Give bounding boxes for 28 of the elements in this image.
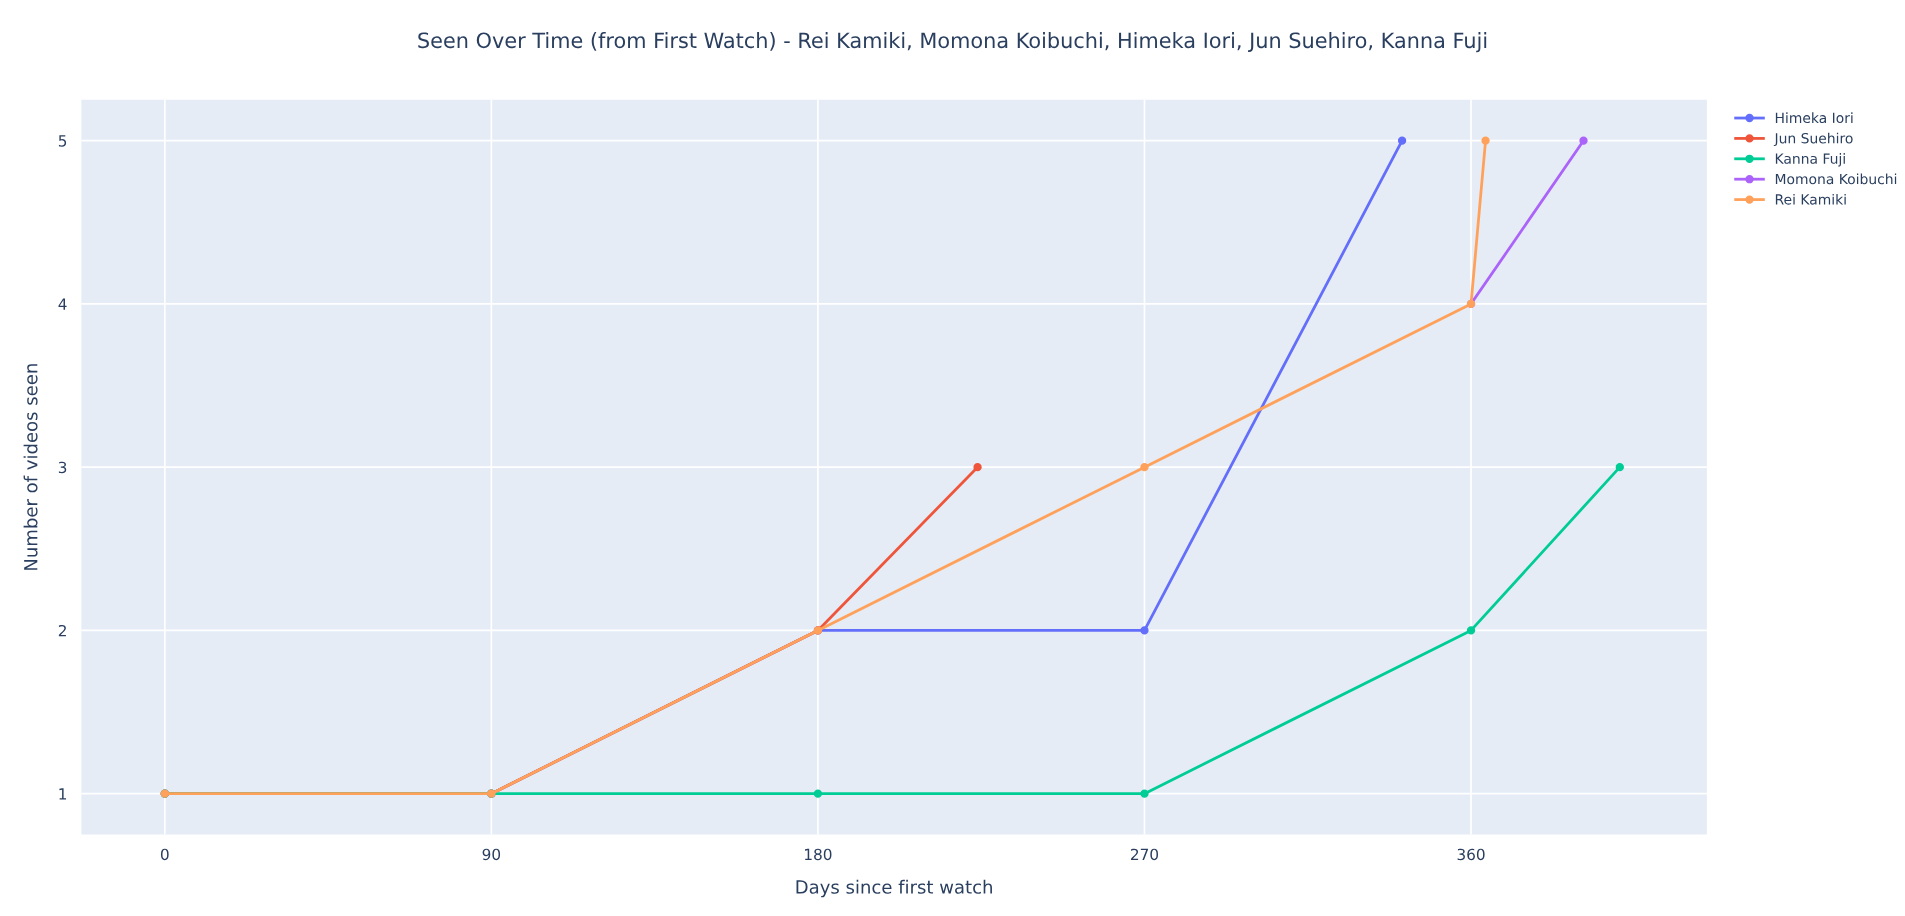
y-tick-label: 1 [59,788,67,800]
legend-label: Rei Kamiki [1775,193,1846,205]
chart-title: Seen Over Time (from First Watch) - Rei Kamiki, Momona Koibuchi, Himeka Iori, Jun Suehiro, Kanna Fuji [418,32,1487,53]
legend-label: Himeka Iori [1775,112,1853,124]
point [1466,626,1476,635]
point [1140,462,1149,472]
x-tick-label: 360 [1457,848,1485,861]
x-tick-label: 90 [482,848,501,861]
x-tick-label: 0 [160,848,169,861]
y-tick-label: 4 [58,298,67,310]
legend-label: Momona Koibuchi [1775,173,1897,185]
legend-label: Kanna Fuji [1775,153,1845,167]
legend-label: Jun Suehiro [1773,132,1853,147]
point [1481,136,1490,145]
point [1140,789,1149,798]
y-tick-label: 3 [58,461,67,474]
x-tick-label: 180 [805,848,832,861]
point [1579,136,1588,145]
point [813,789,823,798]
y-tick-label: 5 [58,135,67,147]
point [1397,136,1407,145]
x-axis-title: Days since first watch [796,879,992,898]
y-tick-label: 2 [58,624,66,637]
point [973,462,982,472]
x-tick-label: 270 [1131,848,1159,861]
y-axis-title: Number of videos seen [23,364,38,570]
point [1615,462,1624,472]
point [1140,626,1149,635]
